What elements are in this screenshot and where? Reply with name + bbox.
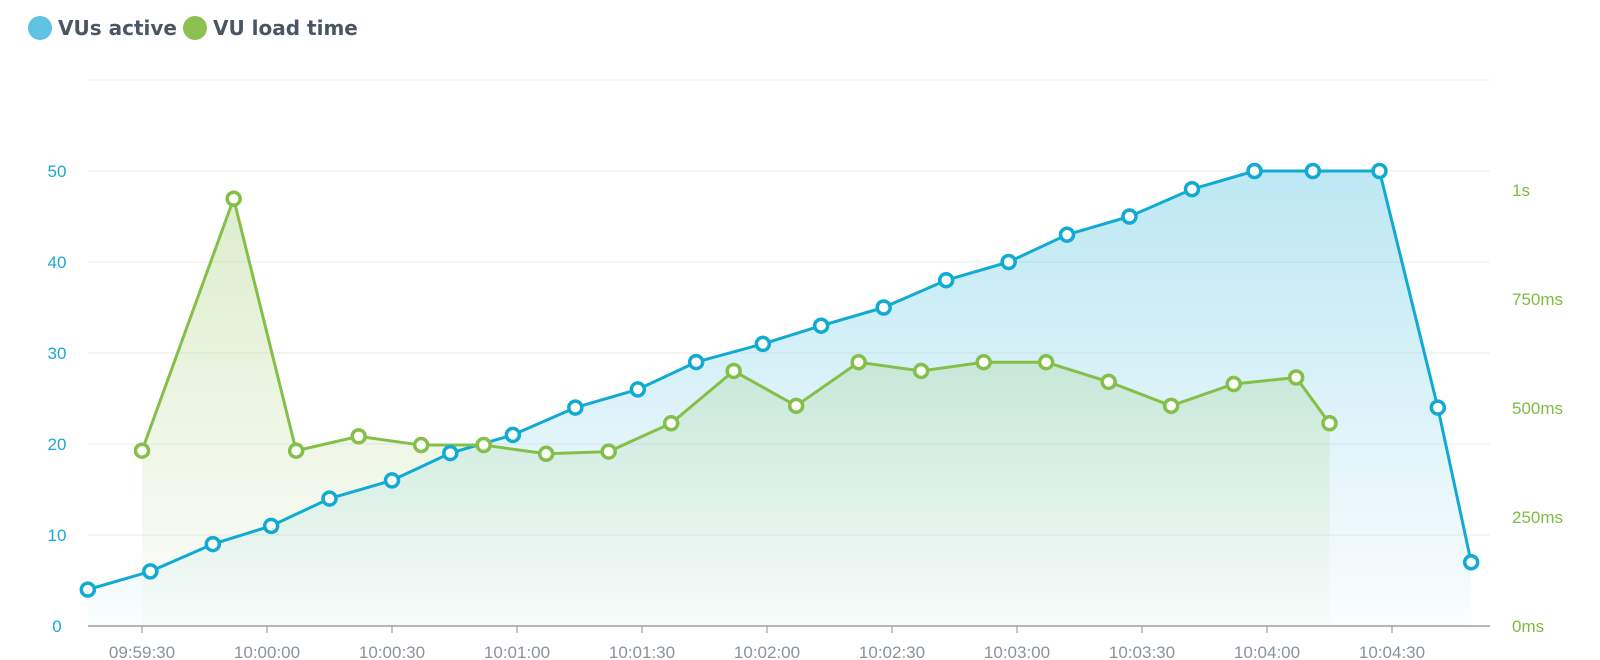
x-tick-label: 10:01:00	[484, 643, 550, 660]
point-vus-active[interactable]	[383, 472, 401, 489]
point-vus-active[interactable]	[754, 335, 772, 353]
point-vu-load-time[interactable]	[475, 436, 492, 454]
point-vus-active[interactable]	[142, 563, 159, 580]
point-vu-load-time[interactable]	[350, 428, 367, 445]
legend-label-vus-active: VUs active	[58, 16, 177, 40]
point-vus-active[interactable]	[442, 444, 459, 462]
point-vus-active[interactable]	[204, 535, 222, 553]
point-vus-active[interactable]	[875, 299, 892, 316]
y-right-tick-label: 0ms	[1512, 617, 1544, 636]
x-tick-label: 10:00:00	[234, 643, 300, 660]
point-vu-load-time[interactable]	[1321, 415, 1338, 432]
left-axis: 0 10 20 30 40 50	[48, 162, 67, 636]
point-vus-active[interactable]	[687, 353, 705, 371]
point-vus-active[interactable]	[1462, 554, 1480, 571]
y-right-tick-label: 250ms	[1512, 508, 1563, 527]
right-axis: 0ms 250ms 500ms 750ms 1s	[1512, 181, 1563, 636]
x-tick-label: 09:59:30	[109, 643, 175, 660]
legend-swatch-vu-load-time	[182, 16, 207, 40]
x-tick-label: 10:04:00	[1234, 643, 1300, 660]
x-axis: 09:59:30 10:00:00 10:00:30 10:01:00 10:01:30…	[109, 626, 1425, 660]
y-left-tick-label: 30	[48, 344, 67, 363]
x-tick-label: 10:03:00	[984, 643, 1050, 660]
point-vu-load-time[interactable]	[850, 353, 867, 371]
point-vus-active[interactable]	[1000, 253, 1017, 271]
line-vu-load-time	[140, 197, 1331, 456]
legend-item-vus-active[interactable]: VUs active	[28, 16, 177, 40]
point-vus-active[interactable]	[937, 271, 955, 289]
point-vu-load-time[interactable]	[600, 443, 617, 460]
x-tick-label: 10:03:30	[1109, 643, 1175, 660]
point-vu-load-time[interactable]	[412, 436, 430, 454]
point-vu-load-time[interactable]	[225, 190, 242, 207]
point-vus-active[interactable]	[812, 317, 830, 334]
point-vu-load-time[interactable]	[912, 362, 930, 380]
point-vus-active[interactable]	[1183, 180, 1201, 198]
y-right-tick-label: 750ms	[1512, 290, 1563, 309]
y-right-tick-label: 500ms	[1512, 399, 1563, 418]
point-vus-active[interactable]	[79, 581, 97, 598]
series-lines	[87, 169, 1473, 592]
point-vus-active[interactable]	[504, 426, 522, 444]
y-left-tick-label: 20	[48, 435, 67, 454]
legend: VUs active VU load time	[28, 16, 358, 40]
legend-item-vu-load-time[interactable]: VU load time	[182, 16, 358, 40]
point-vus-active[interactable]	[1246, 162, 1263, 180]
x-tick-label: 10:01:30	[609, 643, 675, 660]
x-tick-label: 10:00:30	[359, 643, 425, 660]
y-left-tick-label: 0	[52, 617, 61, 636]
point-vu-load-time[interactable]	[1100, 373, 1117, 391]
point-vu-load-time[interactable]	[287, 442, 305, 459]
point-vu-load-time[interactable]	[662, 415, 680, 432]
point-vu-load-time[interactable]	[133, 442, 151, 459]
point-vu-load-time[interactable]	[725, 362, 742, 380]
point-vu-load-time[interactable]	[537, 445, 555, 463]
point-vus-active[interactable]	[1371, 162, 1388, 180]
y-right-tick-label: 1s	[1512, 181, 1530, 200]
y-left-tick-label: 50	[48, 162, 67, 181]
point-vus-active[interactable]	[262, 517, 280, 535]
point-vu-load-time[interactable]	[1037, 353, 1055, 371]
point-vu-load-time[interactable]	[1162, 397, 1180, 415]
y-left-tick-label: 10	[48, 526, 67, 545]
point-vu-load-time[interactable]	[975, 353, 992, 371]
area-fills	[87, 171, 1472, 626]
point-vu-load-time[interactable]	[787, 397, 805, 415]
point-vus-active[interactable]	[321, 490, 338, 507]
point-vus-active[interactable]	[1304, 162, 1322, 180]
line-vus-active	[87, 169, 1473, 592]
area-vu-load-time	[142, 198, 1330, 626]
series-points	[79, 162, 1480, 598]
point-vus-active[interactable]	[1058, 226, 1076, 243]
point-vu-load-time[interactable]	[1287, 369, 1305, 386]
x-tick-label: 10:02:30	[859, 643, 925, 660]
point-vu-load-time[interactable]	[1225, 375, 1242, 393]
legend-swatch-vus-active	[28, 16, 52, 40]
x-tick-label: 10:02:00	[734, 643, 800, 660]
point-vus-active[interactable]	[1121, 208, 1138, 225]
legend-label-vu-load-time: VU load time	[212, 16, 358, 40]
point-vus-active[interactable]	[1429, 399, 1447, 416]
point-vus-active[interactable]	[629, 381, 647, 398]
y-left-tick-label: 40	[48, 253, 67, 272]
x-tick-label: 10:04:30	[1359, 643, 1425, 660]
point-vus-active[interactable]	[567, 399, 584, 416]
